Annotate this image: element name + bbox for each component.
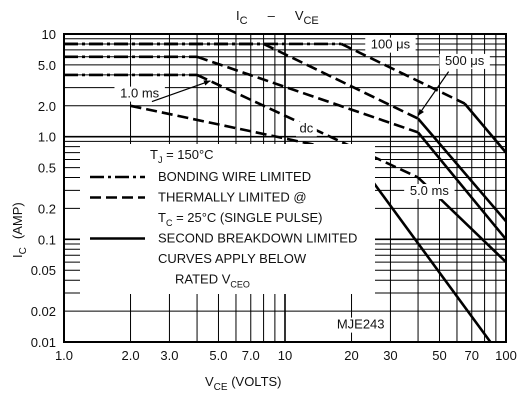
- x-axis-label-main: V: [205, 374, 214, 389]
- y-tick-label: 1.0: [38, 130, 56, 145]
- annotation-label-1: 100 μs: [371, 37, 411, 52]
- curve-segment-9: [417, 117, 507, 223]
- y-tick-label: 0.05: [31, 263, 56, 278]
- annotation-bg: [296, 121, 317, 137]
- title-vce-sub: CE: [303, 15, 318, 27]
- annotation-bg: [335, 317, 386, 333]
- x-tick-label: 2.0: [121, 348, 139, 363]
- y-tick-label: 0.5: [38, 161, 56, 176]
- curve-segment-13: [130, 104, 352, 154]
- arrow-500us-head: [418, 108, 424, 116]
- annotation-bg: [439, 53, 490, 69]
- y-tick-label: 5.0: [38, 58, 56, 73]
- x-axis-label-sub: CE: [214, 382, 228, 393]
- chart-axes: 1.0 2.0 3.0 5.0 7.0 10 20 30 50 70 100105.02.01.00…: [31, 27, 517, 363]
- legend-item-5: CURVES APPLY BELOW: [158, 251, 307, 266]
- legend-item-3-main: T: [158, 210, 166, 225]
- legend-item-6-main: RATED V: [175, 272, 231, 287]
- arrow-500us: [417, 71, 450, 117]
- title-ic: I: [236, 8, 240, 23]
- legend-item-4: SECOND BREAKDOWN LIMITED: [158, 231, 357, 246]
- curve-segment-12: [463, 102, 507, 154]
- curve-segment-6: [417, 131, 508, 241]
- y-tick-label: 0.1: [38, 232, 56, 247]
- legend-item-6: RATED VCEO: [175, 272, 250, 290]
- legend-tj-label: TJ = 150°C: [150, 147, 214, 165]
- curve-segment-5: [196, 55, 419, 134]
- annotation-label-4: dc: [300, 120, 314, 135]
- x-tick-label: 50: [432, 348, 446, 363]
- legend-item-2: THERMALLY LIMITED @: [158, 190, 307, 205]
- x-tick-label: 1.0: [55, 348, 73, 363]
- legend-item-6-sub: CEO: [230, 280, 250, 290]
- x-tick-label: 70: [465, 348, 479, 363]
- curve-segment-8: [263, 42, 419, 120]
- x-tick-label: 3.0: [160, 348, 178, 363]
- legend-tj-label-sub: J: [158, 155, 163, 165]
- x-axis-label: VCE (VOLTS): [205, 374, 282, 393]
- x-tick-label: 5.0: [209, 348, 227, 363]
- legend-tj-label-rest: = 150°C: [162, 147, 213, 162]
- annotation-bg: [365, 37, 416, 53]
- y-axis-label: IC (AMP): [10, 202, 29, 258]
- x-tick-label: 20: [344, 348, 358, 363]
- annotation-label-5: 5.0 ms: [410, 183, 450, 198]
- x-tick-label: 10: [278, 348, 292, 363]
- arrow-1ms: [151, 80, 211, 103]
- x-tick-label: 7.0: [242, 348, 260, 363]
- y-tick-label: 0.01: [31, 335, 56, 350]
- plot-frame: [63, 33, 507, 343]
- x-axis-label-rest: (VOLTS): [228, 374, 282, 389]
- y-tick-label: 10: [42, 27, 56, 42]
- y-tick-label: 2.0: [38, 99, 56, 114]
- legend-item-3-rest: = 25°C (SINGLE PULSE): [172, 210, 322, 225]
- y-tick-label: 0.02: [31, 304, 56, 319]
- curve-segment-11: [340, 42, 466, 105]
- legend-item-1: BONDING WIRE LIMITED: [158, 169, 311, 184]
- legend-tj-label-main: T: [150, 147, 158, 162]
- annotation-label-6: MJE243: [337, 317, 385, 332]
- annotation-label-2: 500 μs: [445, 53, 485, 68]
- y-axis-label-main: I: [10, 254, 25, 258]
- annotation-label-3: 1.0 ms: [120, 86, 160, 101]
- annotation-bg: [114, 86, 165, 102]
- chart-title: IC – VCE: [236, 8, 319, 27]
- title-vce: V: [295, 8, 304, 23]
- chart-curves: [64, 42, 508, 343]
- legend-item-3: TC = 25°C (SINGLE PULSE): [158, 210, 323, 228]
- y-tick-label: 0.2: [38, 201, 56, 216]
- arrow-1ms-head: [203, 80, 211, 86]
- annotation-bg: [404, 184, 455, 200]
- y-axis-label-rest: (AMP): [10, 202, 25, 239]
- x-tick-label: 100: [495, 348, 517, 363]
- legend-item-3-sub: C: [166, 218, 173, 228]
- x-tick-label: 30: [383, 348, 397, 363]
- legend-box: [80, 144, 375, 294]
- title-dash: –: [268, 8, 276, 23]
- chart-annotations: 100 μs 500 μs 1.0 ms dc 5.0 ms MJE243: [114, 37, 490, 333]
- title-ic-sub: C: [240, 15, 248, 27]
- y-axis-label-sub: C: [18, 247, 29, 254]
